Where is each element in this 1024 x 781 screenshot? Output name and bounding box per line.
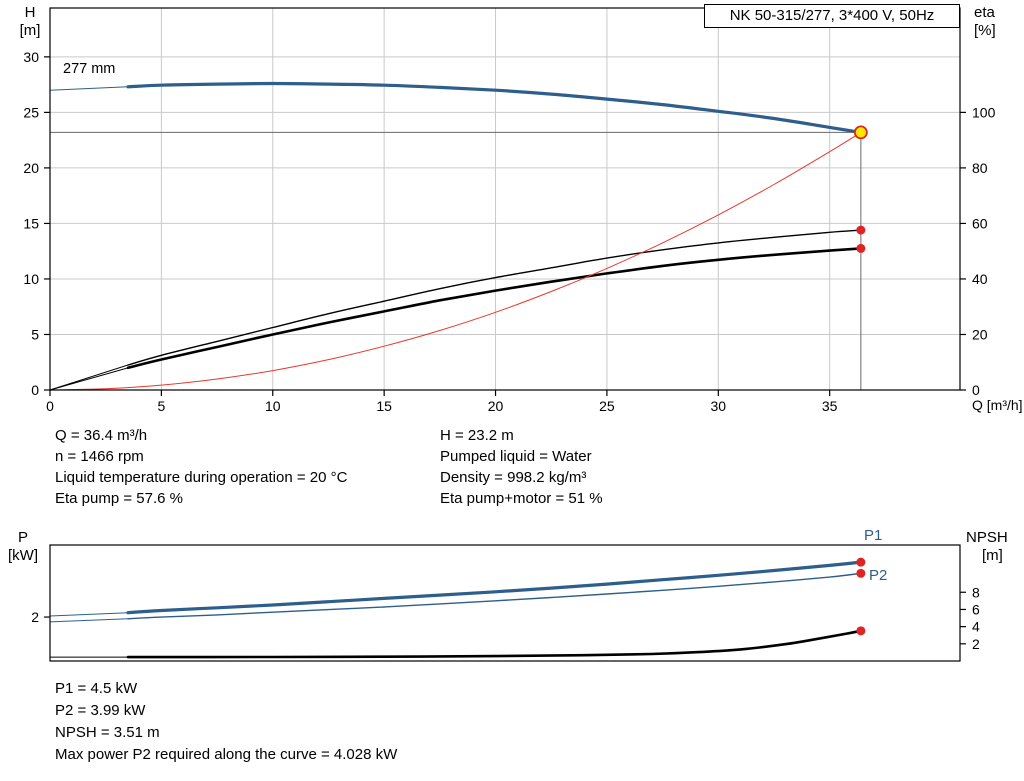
y-axis-tick-label-left: 20 [23, 160, 39, 176]
plot-frame [49, 544, 961, 662]
p2-curve-leadin [49, 618, 129, 623]
impeller-diameter-label: 277 mm [63, 61, 116, 77]
duty-info-right: H = 23.2 m Pumped liquid = Water Density… [440, 425, 603, 509]
y-axis-tick-label-right: 20 [972, 326, 988, 342]
y-axis-tick-label-right: 60 [972, 215, 988, 231]
x-axis-tick-label: 30 [711, 398, 727, 414]
npsh-curve [126, 629, 863, 659]
plot-frame [49, 7, 961, 391]
npsh-axis-title: NPSH [m] [966, 529, 1008, 565]
eta-axis-title: eta [%] [974, 4, 996, 40]
y-axis-tick-label-right: 2 [972, 636, 980, 652]
y-axis-tick-label-left: 5 [31, 326, 39, 342]
y-axis-tick-label-right: 80 [972, 160, 988, 176]
y-axis-tick-label-right: 6 [972, 601, 980, 617]
info-line: n = 1466 rpm [55, 448, 144, 465]
y-axis-tick-label-right: 40 [972, 271, 988, 287]
x-axis-tick-label: 5 [157, 398, 165, 414]
y-axis-tick-label-right: 100 [972, 104, 996, 120]
curve-end-dot [856, 225, 866, 235]
head-curve-leadin [49, 86, 129, 91]
pump-title-box: NK 50-315/277, 3*400 V, 50Hz [704, 4, 960, 28]
power-axis-unit: [kW] [8, 547, 38, 564]
x-axis-tick-label: 35 [822, 398, 838, 414]
info-line: Pumped liquid = Water [440, 448, 592, 465]
y-axis-tick-label-left: 2 [31, 609, 39, 625]
curve-end-dot [856, 243, 866, 253]
y-axis-tick-label-left: 30 [23, 49, 39, 65]
y-axis-tick-label-left: 15 [23, 215, 39, 231]
x-axis-tick-label: 10 [265, 398, 281, 414]
system-curve [49, 131, 862, 391]
flow-axis-label: Q [m³/h] [972, 397, 1023, 413]
curve-end-dot [856, 626, 866, 636]
eta-pump-motor-curve-leadin [49, 367, 129, 391]
y-axis-tick-label-left: 25 [23, 104, 39, 120]
p1-curve [126, 560, 863, 615]
info-line: Max power P2 required along the curve = … [55, 746, 398, 763]
info-line: NPSH = 3.51 m [55, 724, 160, 741]
npsh-axis-unit: [m] [982, 547, 1003, 564]
head-axis-symbol: H [24, 4, 36, 21]
y-axis-tick-label-left: 0 [31, 382, 39, 398]
eta-pump-motor-curve [126, 247, 863, 370]
info-line: Eta pump = 57.6 % [55, 490, 183, 507]
head-axis-title: H [m] [10, 4, 50, 40]
x-axis-tick-label: 25 [599, 398, 615, 414]
power-info-block: P1 = 4.5 kW P2 = 3.99 kW NPSH = 3.51 m M… [55, 678, 397, 766]
eta-axis-symbol: eta [974, 4, 995, 21]
eta-axis-unit: [%] [974, 22, 996, 39]
x-axis-tick-label: 20 [488, 398, 504, 414]
curve-end-dot [856, 568, 866, 578]
y-axis-tick-label-left: 10 [23, 271, 39, 287]
p1-curve-leadin [49, 612, 129, 617]
y-axis-tick-label-right: 0 [972, 382, 980, 398]
info-line: Density = 998.2 kg/m³ [440, 469, 587, 486]
info-line: Liquid temperature during operation = 20… [55, 469, 348, 486]
power-axis-symbol: P [17, 529, 28, 546]
info-line: H = 23.2 m [440, 427, 514, 444]
x-axis-tick-label: 15 [376, 398, 392, 414]
power-axis-title: P [kW] [2, 529, 44, 565]
curve-end-dot [856, 557, 866, 567]
y-axis-tick-label-right: 8 [972, 584, 980, 600]
p1-curve-label: P1 [864, 527, 883, 544]
info-line: P1 = 4.5 kW [55, 680, 138, 697]
info-line: Eta pump+motor = 51 % [440, 490, 603, 507]
eta-pump-curve [127, 229, 862, 366]
x-axis-tick-label: 0 [46, 398, 54, 414]
y-axis-tick-label-right: 4 [972, 619, 980, 635]
p2-curve [127, 572, 862, 620]
head-curve [126, 81, 863, 134]
p2-curve-label: P2 [869, 567, 888, 584]
duty-info-left: Q = 36.4 m³/h n = 1466 rpm Liquid temper… [55, 425, 347, 509]
duty-point [853, 125, 868, 140]
npsh-axis-symbol: NPSH [966, 529, 1008, 546]
info-line: P2 = 3.99 kW [55, 702, 146, 719]
head-axis-unit: [m] [19, 22, 41, 39]
info-line: Q = 36.4 m³/h [55, 427, 148, 444]
